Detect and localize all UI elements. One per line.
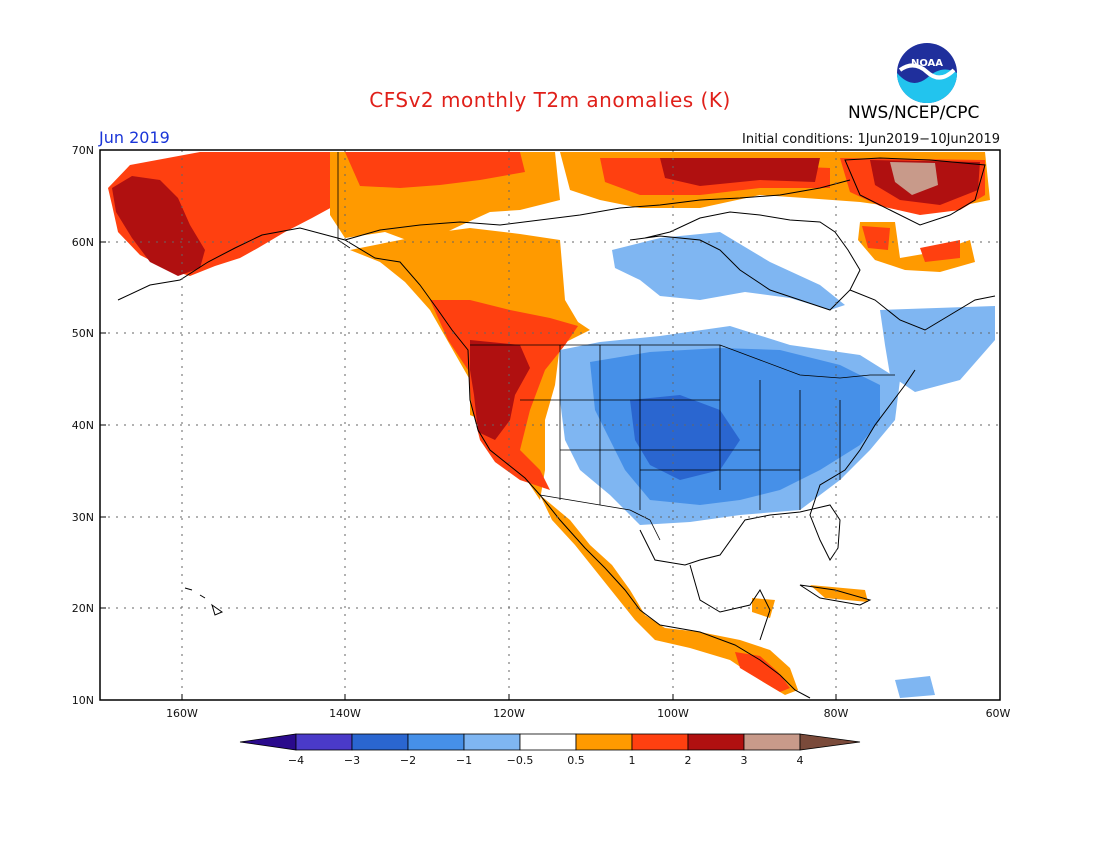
colorbar-swatch	[799, 733, 861, 751]
valid-month-label: Jun 2019	[99, 128, 170, 147]
lat-labels: 70N 60N 50N 40N 30N 20N 10N	[72, 144, 94, 707]
lat-label: 10N	[72, 694, 94, 707]
colorbar-label: 3	[741, 754, 748, 767]
lon-label: 60W	[986, 707, 1011, 720]
greenland-coast	[844, 157, 986, 226]
arctic-coast	[344, 179, 851, 241]
labrador-hot-region	[862, 226, 960, 262]
caribbean-cool-region	[895, 676, 935, 698]
lat-label: 30N	[72, 511, 94, 524]
lat-label: 60N	[72, 236, 94, 249]
colorbar-label: −3	[344, 754, 360, 767]
colorbar-swatch	[239, 733, 297, 751]
colorbar	[239, 733, 861, 751]
colorbar-labels: −4 −3 −2 −1 −0.5 0.5 1 2 3 4	[288, 754, 804, 767]
lon-label: 140W	[329, 707, 361, 720]
yucatan-coast	[689, 564, 771, 641]
labrador-coast	[849, 289, 996, 331]
colorbar-label: −4	[288, 754, 304, 767]
us-state-lines	[520, 345, 841, 510]
gulf-coast	[639, 369, 916, 566]
colorbar-swatch	[407, 733, 465, 751]
mexico-coast-warm-region	[540, 495, 798, 695]
colorbar-swatch	[351, 733, 409, 751]
colorbar-label: 4	[797, 754, 804, 767]
colorbar-swatch	[687, 733, 745, 751]
noaa-logo-icon: NOAA	[897, 43, 957, 103]
colorbar-label: 2	[685, 754, 692, 767]
colorbar-label: −0.5	[507, 754, 534, 767]
colorbar-swatch	[743, 733, 801, 751]
colorbar-label: −1	[456, 754, 472, 767]
lat-label: 20N	[72, 602, 94, 615]
agency-label: NWS/NCEP/CPC	[848, 103, 980, 123]
colorbar-swatch	[519, 733, 577, 751]
lon-label: 160W	[166, 707, 198, 720]
lon-label: 120W	[493, 707, 525, 720]
north-canada-hot-region	[345, 152, 525, 188]
lat-label: 50N	[72, 327, 94, 340]
logo-text: NOAA	[911, 58, 943, 69]
colorbar-swatch	[295, 733, 353, 751]
colorbar-label: 0.5	[567, 754, 585, 767]
arctic-very-hot-region	[660, 158, 820, 186]
alaska-canada-border	[337, 152, 351, 249]
greenland-extreme-region	[890, 162, 938, 195]
alaska-hot-region	[112, 176, 205, 276]
hudson-bay-coast	[629, 211, 861, 311]
quebec-cool-region	[880, 306, 995, 392]
colorbar-label: −2	[400, 754, 416, 767]
colorbar-label: 1	[629, 754, 636, 767]
lat-label: 40N	[72, 419, 94, 432]
central-america-hot-region	[735, 652, 790, 692]
lon-label: 100W	[657, 707, 689, 720]
us-canada-border	[470, 344, 895, 379]
colorbar-swatch	[575, 733, 633, 751]
plains-very-cold-region	[630, 395, 740, 480]
coastlines	[117, 157, 996, 699]
cuba-coast	[799, 584, 872, 606]
colorbar-swatch	[463, 733, 521, 751]
cuba-warm-region	[752, 585, 868, 618]
lon-label: 80W	[824, 707, 849, 720]
west-coast-very-hot-region	[470, 340, 530, 440]
lon-labels: 160W 140W 120W 100W 80W 60W	[166, 707, 1010, 720]
colorbar-swatch	[631, 733, 689, 751]
initial-conditions-label: Initial conditions: 1Jun2019−10Jun2019	[742, 132, 1000, 147]
axis-ticks	[100, 149, 1001, 701]
hudson-bay-cool-region	[612, 232, 845, 310]
map-title: CFSv2 monthly T2m anomalies (K)	[369, 88, 731, 112]
us-mexico-border	[539, 494, 661, 541]
lat-label: 70N	[72, 144, 94, 157]
hawaii-coast	[184, 587, 224, 616]
north-america-coastline	[117, 227, 811, 699]
political-boundaries	[337, 152, 895, 541]
anomaly-fields	[108, 152, 995, 698]
lat-lon-grid	[100, 150, 1000, 700]
